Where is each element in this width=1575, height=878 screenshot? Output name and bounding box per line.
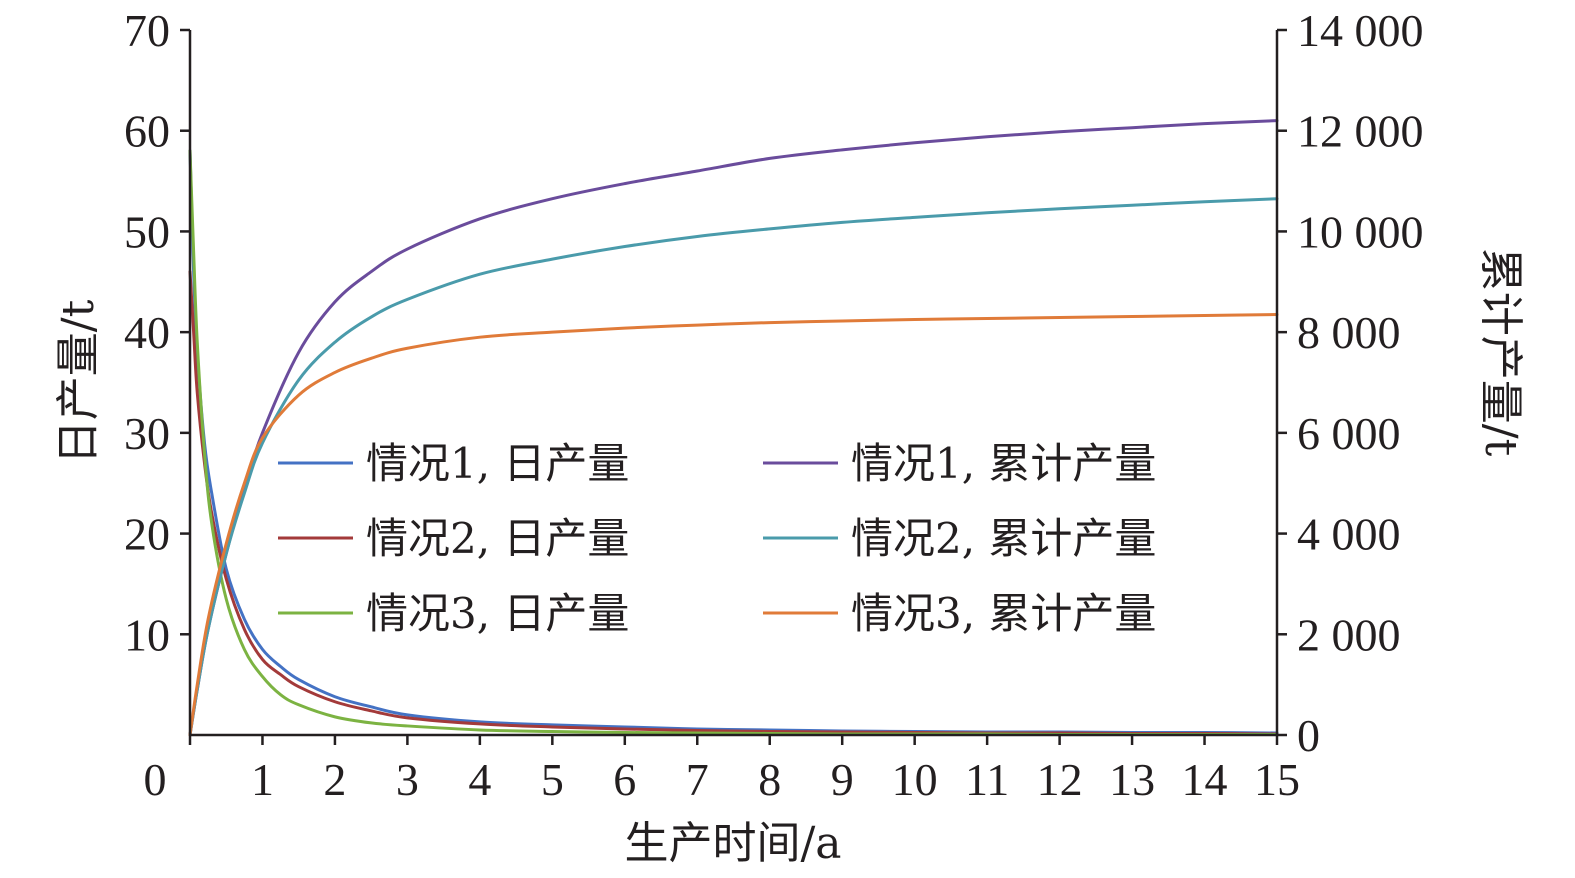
x-tick-label: 0 <box>144 754 167 805</box>
legend-label-3: 情况3, 日产量 <box>366 589 629 638</box>
y-left-tick-label: 60 <box>124 106 170 157</box>
series-line-5 <box>188 197 1279 737</box>
series-line-2 <box>188 270 1279 736</box>
y-right-tick-label: 12 000 <box>1297 106 1424 157</box>
x-tick-label: 3 <box>396 754 419 805</box>
x-tick-label: 1 <box>251 754 274 805</box>
legend-label-1: 情况1, 日产量 <box>366 439 629 488</box>
x-tick-label: 5 <box>541 754 564 805</box>
x-tick-label: 9 <box>831 754 854 805</box>
series-line-4 <box>188 119 1279 737</box>
x-tick-label: 10 <box>892 754 938 805</box>
x-axis-label: 生产时间/a <box>624 818 841 869</box>
legend-label-5: 情况2, 累计产量 <box>851 514 1156 563</box>
x-tick-label: 6 <box>613 754 636 805</box>
y-left-tick-label: 20 <box>124 509 170 560</box>
y-right-axis-label: 累计产量/t <box>1475 248 1526 457</box>
x-tick-label: 15 <box>1254 754 1300 805</box>
y-left-tick-label: 50 <box>124 206 170 257</box>
x-tick-label: 12 <box>1037 754 1083 805</box>
x-tick-label: 7 <box>686 754 709 805</box>
legend-label-4: 情况1, 累计产量 <box>851 439 1156 488</box>
y-left-tick-label: 30 <box>124 408 170 459</box>
y-right-tick-label: 8 000 <box>1297 307 1401 358</box>
x-tick-label: 14 <box>1182 754 1228 805</box>
y-right-tick-label: 14 000 <box>1297 5 1424 56</box>
y-left-tick-label: 40 <box>124 307 170 358</box>
y-left-tick-label: 70 <box>124 5 170 56</box>
x-tick-label: 8 <box>758 754 781 805</box>
y-left-tick-label: 10 <box>124 609 170 660</box>
x-tick-label: 11 <box>965 754 1009 805</box>
x-tick-label: 2 <box>323 754 346 805</box>
y-right-tick-label: 0 <box>1297 710 1320 761</box>
y-right-tick-label: 2 000 <box>1297 609 1401 660</box>
y-right-tick-label: 6 000 <box>1297 408 1401 459</box>
y-right-tick-label: 10 000 <box>1297 206 1424 257</box>
x-tick-label: 13 <box>1109 754 1155 805</box>
series-layer <box>188 119 1279 737</box>
axes-layer <box>188 30 1279 737</box>
series-line-6 <box>188 313 1279 737</box>
x-tick-label: 4 <box>468 754 491 805</box>
y-left-axis-label: 日产量/t <box>53 299 104 464</box>
y-right-tick-label: 4 000 <box>1297 509 1401 560</box>
legend-label-6: 情况3, 累计产量 <box>851 589 1156 638</box>
legend-label-2: 情况2, 日产量 <box>366 514 629 563</box>
